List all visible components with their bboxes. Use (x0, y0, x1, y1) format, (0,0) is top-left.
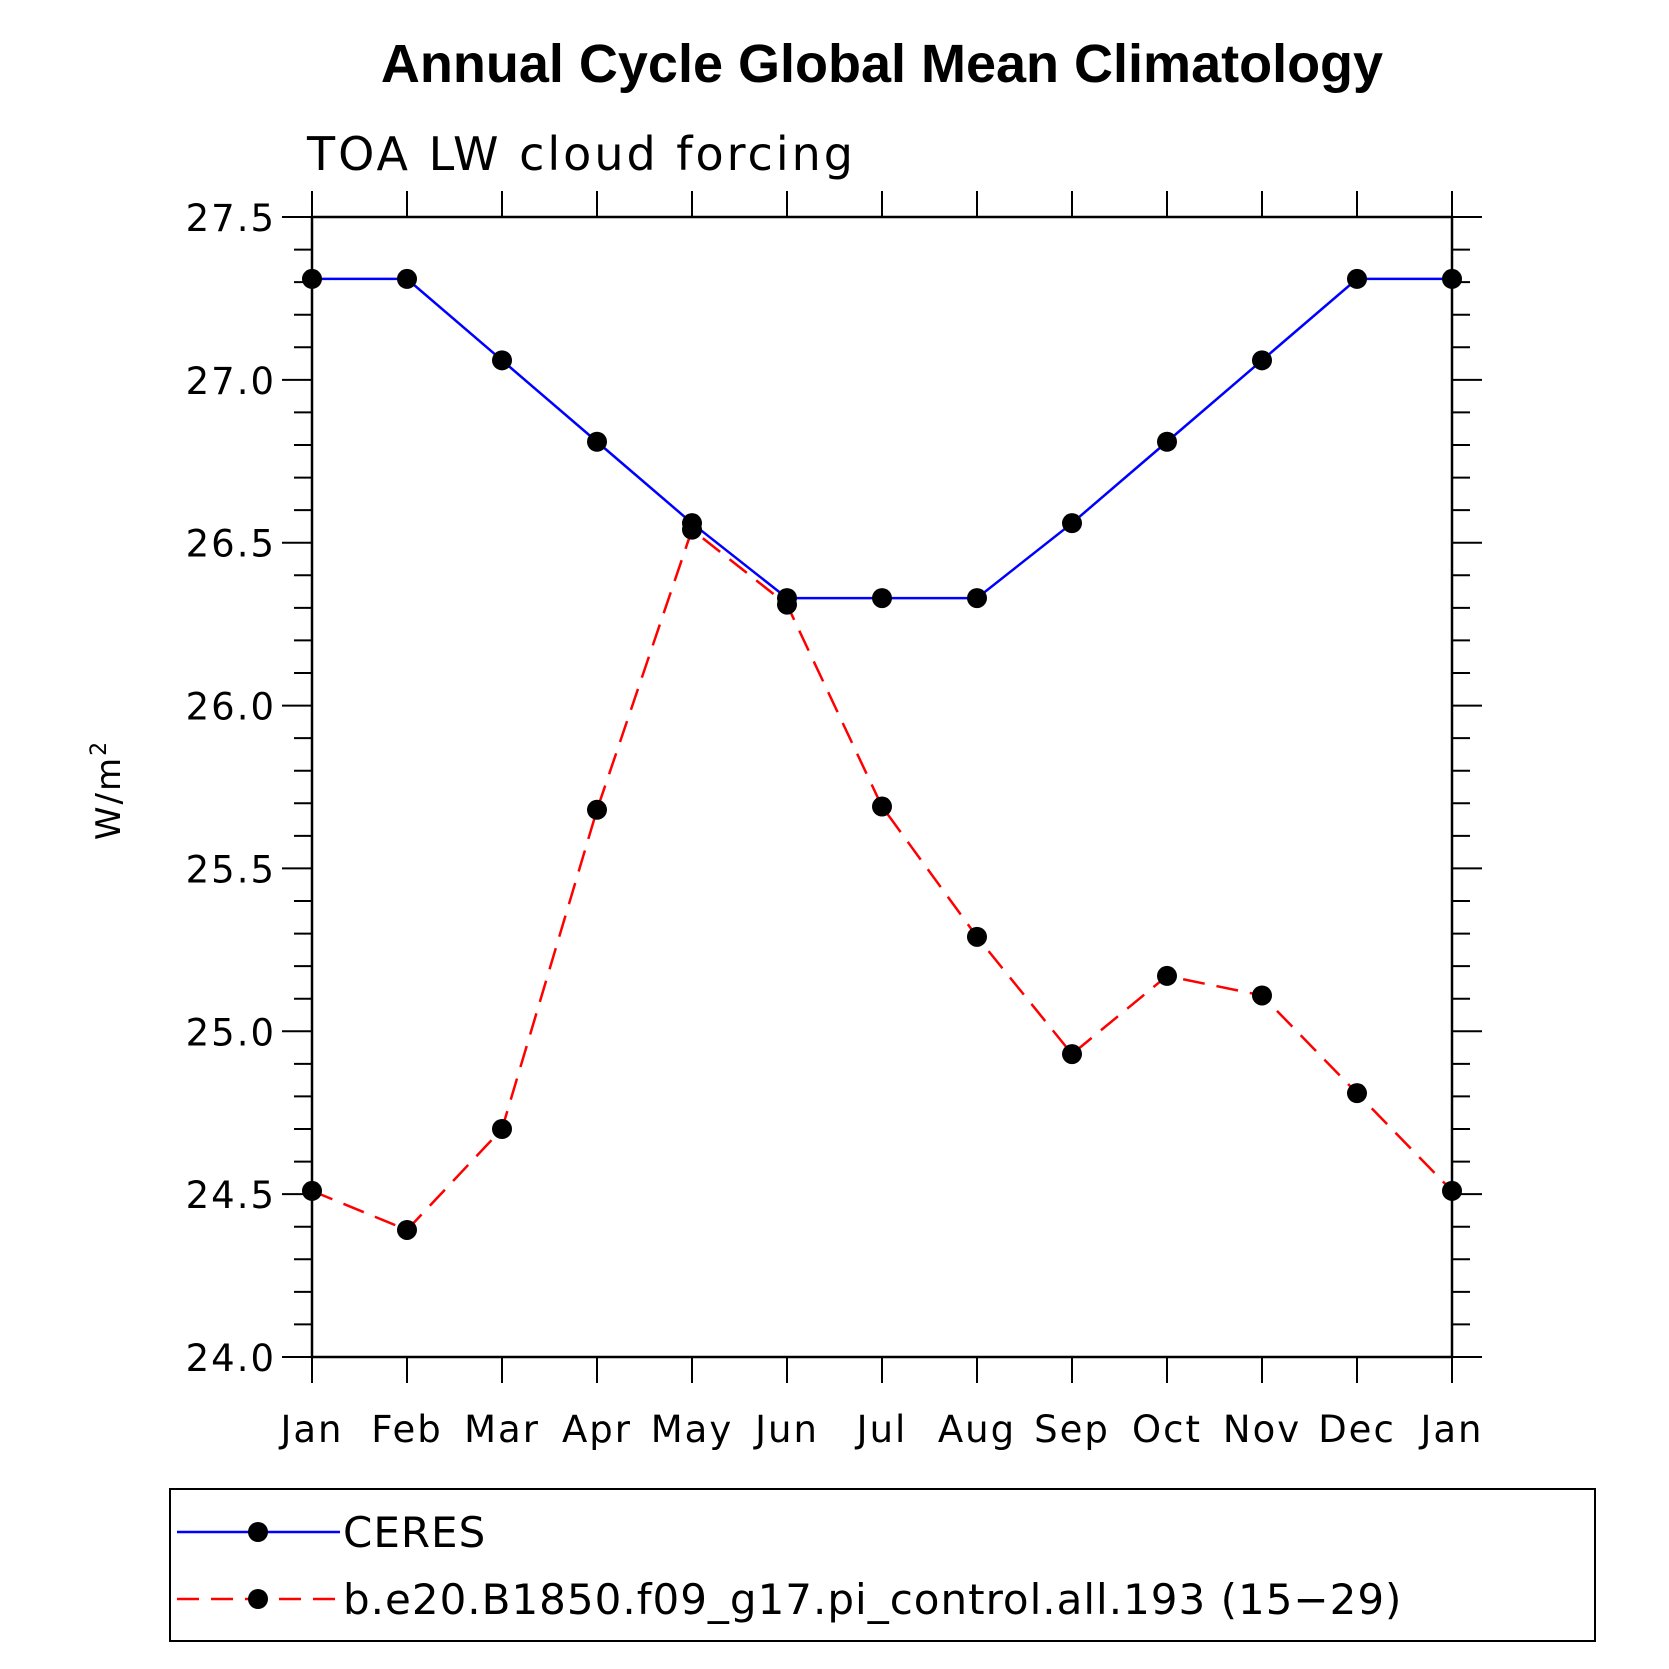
data-point-series-1 (1347, 268, 1367, 289)
y-axis-label-superscript: 2 (87, 740, 112, 756)
data-point-series-1 (492, 350, 512, 371)
legend-marker-1 (248, 1522, 268, 1542)
y-tick-label: 27.0 (186, 360, 276, 403)
data-point-series-2 (1062, 1044, 1082, 1065)
y-axis-label: W/m2 (87, 740, 129, 840)
data-point-series-1 (1252, 350, 1272, 371)
data-point-series-1 (397, 268, 417, 289)
legend: CERES b.e20.B1850.f09_g17.pi_control.all.… (177, 1508, 1402, 1624)
data-point-series-2 (492, 1119, 512, 1139)
data-point-series-2 (1252, 985, 1272, 1006)
x-tick-label: May (651, 1408, 734, 1451)
x-tick-label: Jan (1418, 1408, 1483, 1451)
chart-subtitle: TOA LW cloud forcing (306, 127, 856, 181)
legend-label-2: b.e20.B1850.f09_g17.pi_control.all.193 (… (343, 1575, 1402, 1624)
y-tick-label: 27.5 (186, 197, 276, 240)
x-tick-label: Oct (1132, 1408, 1202, 1451)
chart-title: Annual Cycle Global Mean Climatology (381, 34, 1383, 94)
x-tick-label: Jan (278, 1408, 343, 1451)
data-point-series-2 (777, 594, 797, 615)
y-axis-label-base: W/m (89, 756, 129, 840)
y-tick-label: 24.0 (186, 1337, 276, 1380)
plot-area: 24.0 24.5 25.0 25.5 26.0 26.5 27.0 27.5 Jan Feb Ma… (186, 191, 1483, 1451)
data-point-series-2 (302, 1180, 322, 1201)
x-tick-label: Aug (938, 1408, 1016, 1451)
data-point-series-2 (1157, 965, 1177, 986)
legend-box (169, 1488, 1596, 1642)
y-tick-label: 25.5 (186, 848, 276, 891)
data-point-series-2 (872, 796, 892, 817)
data-point-series-2 (1347, 1083, 1367, 1104)
x-tick-label: Sep (1034, 1408, 1110, 1451)
data-point-series-2 (682, 519, 702, 540)
plot-frame (310, 215, 1454, 1359)
data-point-series-2 (967, 926, 987, 947)
series-line-1 (312, 277, 1452, 600)
legend-marker-2 (248, 1589, 268, 1609)
y-tick-label: 25.0 (186, 1011, 276, 1054)
x-tick-label: Feb (371, 1408, 443, 1451)
x-tick-label: Jul (855, 1408, 908, 1451)
series-line-2 (311, 527, 1453, 1232)
data-point-series-2 (587, 799, 607, 820)
y-tick-label: 26.5 (186, 523, 276, 566)
data-point-series-1 (302, 268, 322, 289)
x-tick-label: Nov (1223, 1408, 1301, 1451)
data-point-series-1 (587, 431, 607, 452)
data-point-series-1 (967, 588, 987, 609)
y-tick-label: 24.5 (186, 1174, 276, 1217)
x-tick-label: Dec (1318, 1408, 1396, 1451)
x-tick-label: Jun (753, 1408, 819, 1451)
data-point-series-1 (1442, 268, 1462, 289)
data-point-series-1 (872, 588, 892, 609)
y-tick-label: 26.0 (186, 686, 276, 729)
data-point-series-2 (397, 1219, 417, 1240)
x-tick-label: Mar (464, 1408, 540, 1451)
x-tick-label: Apr (562, 1408, 632, 1451)
data-point-series-1 (1157, 431, 1177, 452)
data-point-series-1 (1062, 513, 1082, 534)
legend-label-1: CERES (343, 1508, 486, 1557)
data-point-series-2 (1442, 1180, 1462, 1201)
